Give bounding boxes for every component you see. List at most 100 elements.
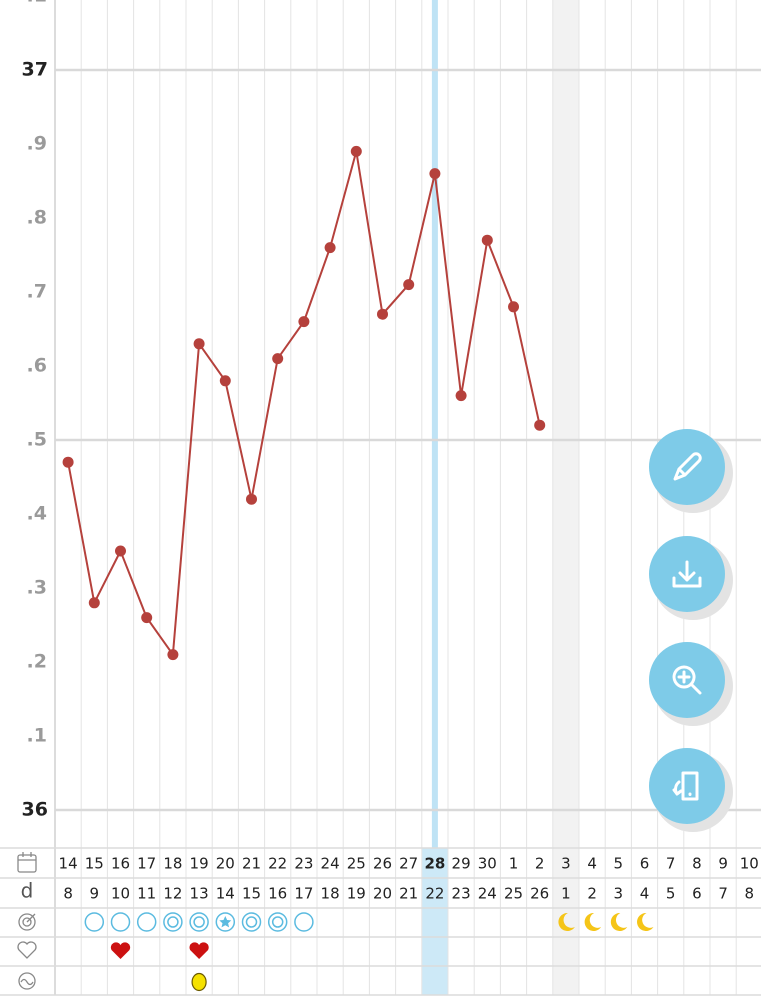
test-marker (241, 912, 262, 932)
fab-icon (672, 560, 702, 588)
fab-button[interactable] (649, 748, 733, 832)
fab-button[interactable] (649, 642, 733, 726)
test-marker (294, 912, 314, 932)
cycle-day-label: 1 (561, 885, 571, 903)
cycle-day-label: 23 (452, 885, 471, 903)
today-line (431, 0, 438, 848)
test-marker (110, 912, 131, 932)
y-tick-label: .1 (27, 725, 47, 747)
temperature-point (88, 597, 100, 609)
date-label: 8 (692, 855, 702, 873)
cycle-day-label: 19 (347, 885, 366, 903)
test-marker-inner (167, 916, 179, 928)
temperature-point (455, 390, 467, 402)
fab-icon (673, 452, 702, 481)
date-label: 29 (452, 855, 471, 873)
date-label: 26 (373, 855, 392, 873)
date-label: 6 (640, 855, 650, 873)
cycle-day-label: 16 (268, 885, 287, 903)
y-tick-label: .2 (27, 651, 47, 673)
fab-button[interactable] (649, 429, 733, 513)
test-marker-inner (271, 916, 284, 928)
cycle-day-label: 5 (666, 885, 676, 903)
fab-icon (672, 665, 702, 695)
egg-marker (191, 972, 207, 992)
fab-icon (672, 771, 699, 801)
test-marker (215, 912, 236, 932)
calendar-icon (17, 852, 37, 873)
fab-circle (649, 748, 725, 824)
moon-marker (637, 912, 654, 931)
y-tick-label: .8 (27, 207, 47, 229)
y-tick-label: 36 (22, 799, 48, 821)
temperature-point (481, 234, 493, 246)
mucus-icon (18, 972, 36, 990)
temperature-point (62, 456, 74, 468)
cycle-day-label: 9 (90, 885, 100, 903)
date-label: 9 (718, 855, 728, 873)
temperature-point (141, 612, 153, 624)
cycle-day-row-label: d (21, 879, 34, 903)
cycle-day-label: 10 (111, 885, 130, 903)
temperature-point (534, 419, 546, 431)
row-icons (17, 852, 37, 990)
date-label: 16 (111, 855, 130, 873)
temperature-point (219, 375, 231, 387)
date-label: 18 (163, 855, 182, 873)
temperature-line (67, 151, 541, 658)
test-marker (163, 912, 183, 932)
heart-marker (189, 942, 209, 959)
test-icon (18, 913, 36, 931)
fab-circle (649, 429, 725, 505)
test-marker-star (219, 916, 232, 928)
y-tick-label: 37 (22, 59, 48, 81)
today-band (421, 848, 448, 995)
date-label: 19 (190, 855, 209, 873)
date-label: 2 (535, 855, 545, 873)
cycle-day-label: 4 (640, 885, 650, 903)
cycle-day-label: 8 (745, 885, 755, 903)
temperature-point (377, 308, 388, 320)
y-tick-label: .6 (27, 355, 47, 377)
test-marker-inner (193, 916, 205, 928)
cycle-day-label: 26 (530, 885, 549, 903)
temperature-point (403, 279, 415, 291)
temperature-point (272, 353, 284, 365)
moon-marker (584, 912, 602, 931)
cycle-day-label: 17 (294, 885, 313, 903)
y-tick-label: .5 (27, 429, 47, 451)
moon-marker (558, 912, 575, 931)
temperature-point (508, 301, 519, 313)
temperature-point (167, 649, 179, 661)
cycle-day-label: 24 (478, 885, 497, 903)
date-label: 23 (294, 855, 313, 873)
date-label: 21 (242, 855, 261, 873)
future-band (552, 0, 579, 995)
cycle-day-label: 18 (321, 885, 340, 903)
cycle-day-label: 12 (163, 885, 182, 903)
temperature-point (298, 316, 310, 328)
date-label: 30 (478, 855, 497, 873)
date-label: 22 (268, 855, 287, 873)
cycle-day-label: 21 (399, 885, 418, 903)
temperature-point (246, 493, 257, 505)
date-label: 15 (85, 855, 104, 873)
fab-button[interactable] (649, 536, 733, 620)
date-label: 10 (740, 855, 759, 873)
heart-icon (17, 941, 37, 959)
cycle-day-label: 14 (216, 885, 235, 903)
temperature-point (324, 242, 336, 254)
cycle-day-label: 13 (190, 885, 209, 903)
cycle-day-label: 2 (587, 885, 597, 903)
y-tick-label: .4 (27, 503, 47, 525)
cycle-day-label: 25 (504, 885, 523, 903)
test-marker (267, 912, 288, 932)
y-tick-label: .7 (27, 281, 47, 303)
date-label: 27 (399, 855, 418, 873)
date-label: 3 (561, 855, 571, 873)
date-label: 5 (614, 855, 624, 873)
heart-marker (110, 942, 131, 959)
date-label: 7 (666, 855, 676, 873)
cycle-day-label: 7 (718, 885, 728, 903)
